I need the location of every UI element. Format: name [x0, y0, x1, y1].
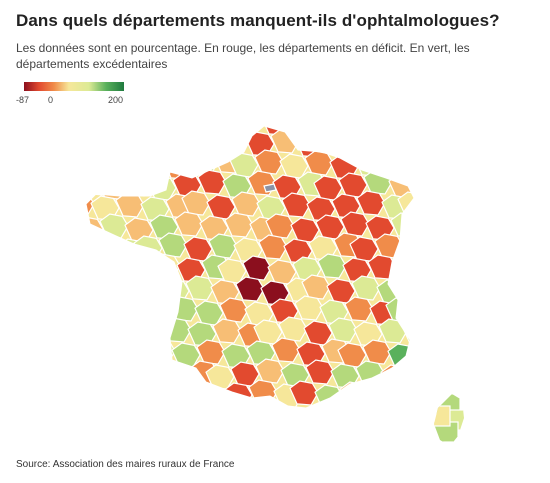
department-region[interactable] — [195, 130, 225, 156]
department-region[interactable] — [128, 295, 158, 321]
department-region[interactable] — [79, 301, 108, 327]
department-region[interactable] — [392, 258, 421, 284]
department-region[interactable] — [126, 256, 156, 282]
department-region[interactable] — [327, 109, 357, 134]
department-region[interactable] — [101, 259, 131, 285]
department-region[interactable] — [114, 362, 144, 388]
department-region[interactable] — [211, 110, 241, 135]
department-region[interactable] — [74, 379, 103, 405]
department-region[interactable] — [320, 129, 350, 155]
department-region[interactable] — [379, 148, 409, 174]
department-region[interactable] — [104, 128, 134, 154]
department-region[interactable] — [404, 152, 433, 178]
department-region[interactable] — [402, 107, 431, 132]
department-region[interactable] — [399, 237, 428, 263]
department-region[interactable] — [103, 298, 133, 324]
department-region[interactable] — [198, 385, 228, 410]
paris-area[interactable] — [263, 183, 277, 193]
department-region[interactable] — [364, 385, 394, 410]
legend-mid-label: 0 — [48, 95, 54, 105]
department-region[interactable] — [148, 384, 178, 409]
department-region[interactable] — [105, 337, 135, 363]
department-region[interactable] — [64, 152, 93, 178]
department-region[interactable] — [361, 130, 391, 156]
department-region[interactable] — [87, 319, 117, 345]
corsica-department[interactable] — [426, 405, 451, 427]
map-subtitle: Les données sont en pourcentage. En roug… — [16, 41, 470, 71]
department-region[interactable] — [111, 108, 141, 133]
source-note: Source: Association des maires ruraux de… — [16, 459, 235, 470]
department-region[interactable] — [89, 358, 119, 384]
department-region[interactable] — [277, 108, 307, 133]
department-region[interactable] — [68, 237, 97, 263]
department-region[interactable] — [377, 110, 407, 135]
department-region[interactable] — [380, 364, 410, 390]
department-region[interactable] — [63, 322, 92, 348]
department-region[interactable] — [81, 340, 110, 366]
mainland-outline — [85, 125, 415, 409]
department-region[interactable] — [161, 109, 191, 134]
department-region[interactable] — [129, 132, 159, 158]
department-region[interactable] — [220, 127, 250, 153]
department-region[interactable] — [138, 150, 168, 176]
department-region[interactable] — [113, 153, 143, 179]
color-legend: -87 0 200 — [16, 82, 124, 108]
department-region[interactable] — [70, 276, 99, 302]
department-region[interactable] — [236, 107, 266, 132]
department-region[interactable] — [110, 277, 140, 303]
department-region[interactable] — [302, 112, 332, 137]
department-region[interactable] — [401, 276, 430, 302]
legend-max-label: 200 — [108, 95, 124, 105]
department-region[interactable] — [339, 381, 369, 407]
department-region[interactable] — [170, 133, 200, 159]
department-region[interactable] — [86, 111, 116, 136]
department-region[interactable] — [88, 149, 118, 175]
department-region[interactable] — [164, 363, 194, 389]
department-region[interactable] — [163, 154, 193, 180]
department-region[interactable] — [80, 131, 109, 157]
department-region[interactable] — [137, 320, 167, 346]
department-region[interactable] — [173, 381, 203, 407]
department-region[interactable] — [139, 359, 169, 385]
department-region[interactable] — [386, 127, 415, 153]
department-region[interactable] — [389, 382, 418, 408]
department-region[interactable] — [82, 170, 111, 196]
department-region[interactable] — [345, 133, 375, 159]
department-region[interactable] — [405, 361, 434, 387]
department-region[interactable] — [86, 280, 115, 306]
department-region[interactable] — [122, 171, 152, 197]
legend-gradient-bar — [24, 82, 124, 91]
department-region[interactable] — [121, 341, 151, 367]
department-region[interactable] — [136, 112, 166, 137]
department-region[interactable] — [65, 361, 94, 387]
department-region[interactable] — [123, 380, 153, 406]
department-region[interactable] — [352, 113, 382, 138]
map-title: Dans quels départements manquent-ils d'o… — [16, 11, 500, 30]
department-region[interactable] — [98, 383, 128, 408]
department-region[interactable] — [77, 255, 106, 281]
department-region[interactable] — [62, 107, 91, 132]
department-region[interactable] — [135, 274, 165, 300]
department-region[interactable] — [186, 113, 216, 138]
department-region[interactable] — [145, 129, 175, 155]
department-region[interactable] — [92, 234, 122, 260]
legend-min-label: -87 — [16, 95, 30, 105]
department-region[interactable] — [112, 316, 142, 342]
